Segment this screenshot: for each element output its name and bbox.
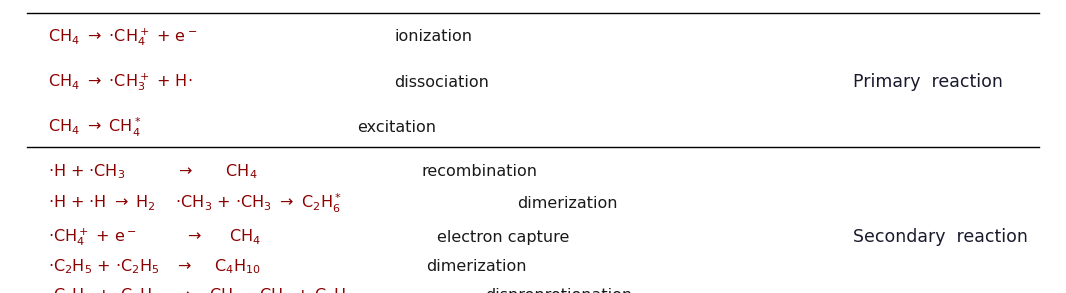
- Text: disproprotionation: disproprotionation: [485, 288, 632, 293]
- Text: dissociation: dissociation: [394, 74, 489, 90]
- Text: $\mathdefault{CH_4}$ $\rightarrow$ $\mathdefault{\cdot}$$\mathdefault{CH_4^+}$ +: $\mathdefault{CH_4}$ $\rightarrow$ $\mat…: [48, 26, 197, 47]
- Text: dimerization: dimerization: [517, 196, 617, 211]
- Text: Secondary  reaction: Secondary reaction: [853, 228, 1028, 246]
- Text: $\mathdefault{\cdot}$H + $\mathdefault{\cdot}$$\mathdefault{CH_3}$          $\ri: $\mathdefault{\cdot}$H + $\mathdefault{\…: [48, 162, 258, 181]
- Text: $\mathdefault{\cdot}$$\mathdefault{CH_4^+}$ + e$^-$         $\rightarrow$     $\: $\mathdefault{\cdot}$$\mathdefault{CH_4^…: [48, 226, 261, 248]
- Text: $\mathdefault{\cdot}$H + $\mathdefault{\cdot}$H $\rightarrow$ $\mathdefault{H_2}: $\mathdefault{\cdot}$H + $\mathdefault{\…: [48, 192, 342, 215]
- Text: electron capture: electron capture: [437, 230, 569, 245]
- Text: $\mathdefault{\cdot}$$\mathdefault{C_2H_5}$ + $\mathdefault{\cdot}$$\mathdefault: $\mathdefault{\cdot}$$\mathdefault{C_2H_…: [48, 257, 261, 276]
- Text: dimerization: dimerization: [426, 259, 527, 274]
- Text: $\mathdefault{\cdot}$$\mathdefault{C_2H_5}$ + $\mathdefault{\cdot}$$\mathdefault: $\mathdefault{\cdot}$$\mathdefault{C_2H_…: [48, 287, 354, 293]
- Text: $\mathdefault{CH_4}$ $\rightarrow$ $\mathdefault{CH_4^*}$: $\mathdefault{CH_4}$ $\rightarrow$ $\mat…: [48, 116, 142, 139]
- Text: recombination: recombination: [421, 164, 537, 179]
- Text: $\mathdefault{CH_4}$ $\rightarrow$ $\mathdefault{\cdot}$$\mathdefault{CH_3^+}$ +: $\mathdefault{CH_4}$ $\rightarrow$ $\mat…: [48, 71, 192, 93]
- Text: excitation: excitation: [357, 120, 436, 135]
- Text: ionization: ionization: [394, 29, 472, 44]
- Text: Primary  reaction: Primary reaction: [853, 73, 1003, 91]
